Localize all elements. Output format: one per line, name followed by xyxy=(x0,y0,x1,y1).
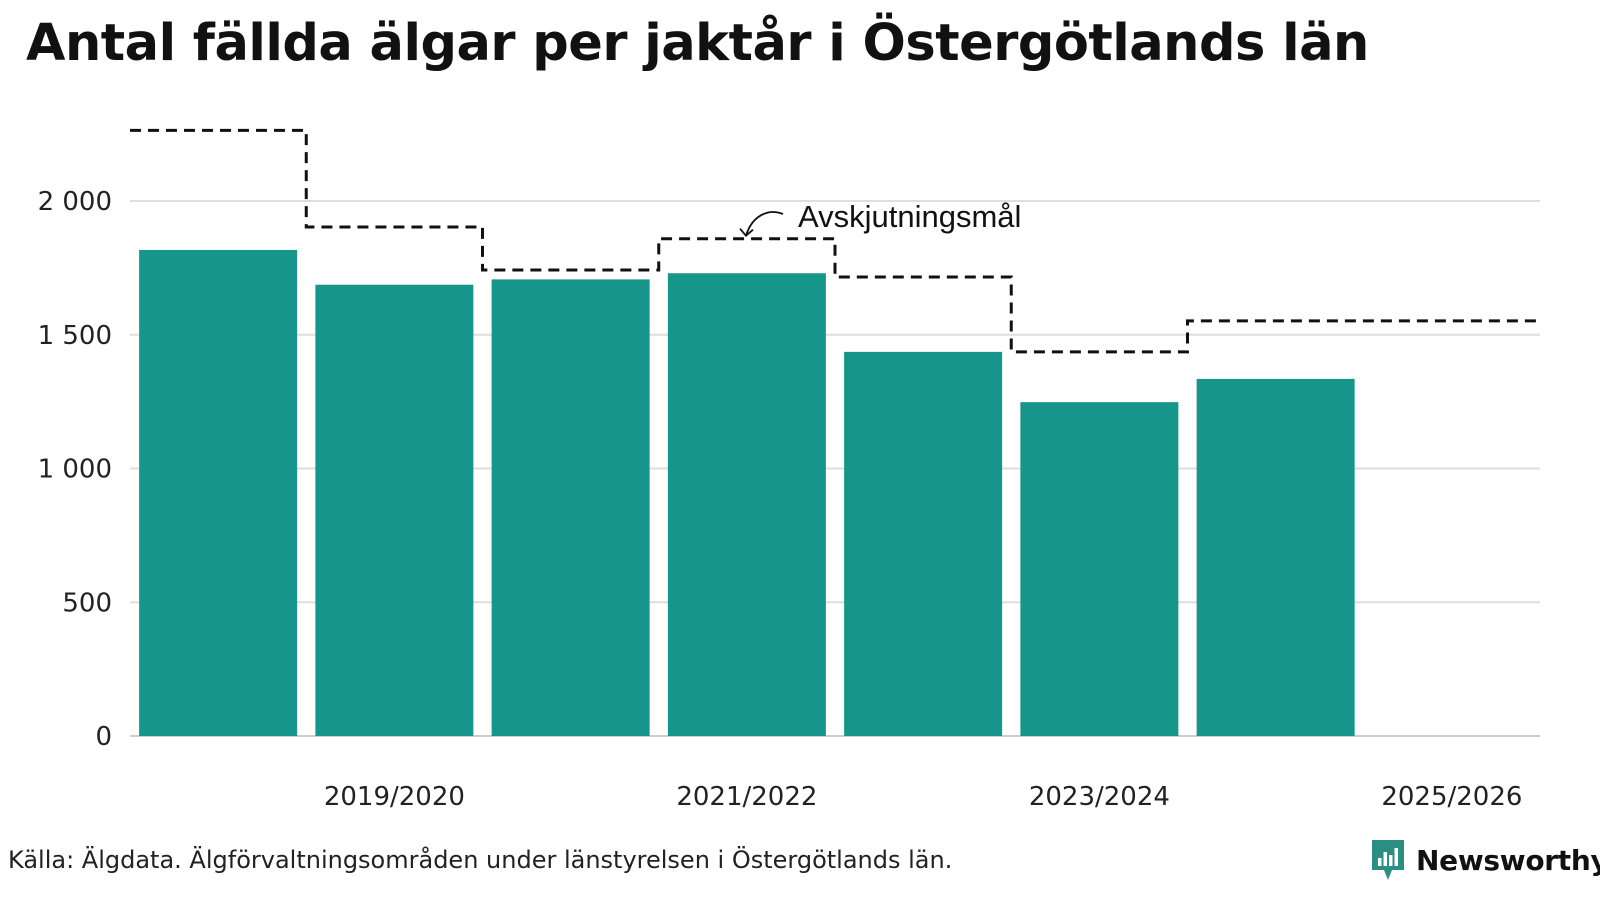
chart-title: Antal fällda älgar per jaktår i Östergöt… xyxy=(26,14,1369,73)
y-axis-ticks: 0 500 1 000 1 500 2 000 xyxy=(38,187,112,752)
bar xyxy=(1196,378,1355,736)
bar xyxy=(315,284,474,736)
y-tick-label: 2 000 xyxy=(38,187,112,217)
brand-logo: Newsworthy xyxy=(1370,838,1600,882)
annotation-arrow xyxy=(745,211,784,236)
y-tick-label: 1 500 xyxy=(38,321,112,351)
x-tick-label: 2023/2024 xyxy=(1029,782,1170,812)
x-tick-label: 2025/2026 xyxy=(1381,782,1522,812)
x-tick-label: 2021/2022 xyxy=(676,782,817,812)
annotation-arrowhead xyxy=(739,228,754,237)
target-line-group xyxy=(130,128,1540,354)
target-annotation: Avskjutningsmål xyxy=(739,199,1021,237)
x-axis-ticks: 2019/2020 2021/2022 2023/2024 2025/2026 xyxy=(324,782,1523,812)
bar xyxy=(491,279,650,736)
y-tick-label: 1 000 xyxy=(38,455,112,485)
bar xyxy=(844,351,1003,736)
bar xyxy=(667,273,826,736)
y-tick-label: 500 xyxy=(62,588,112,618)
target-line xyxy=(130,128,1540,354)
y-tick-label: 0 xyxy=(95,722,112,752)
brand-name: Newsworthy xyxy=(1416,843,1600,877)
x-tick-label: 2019/2020 xyxy=(324,782,465,812)
target-annotation-label: Avskjutningsmål xyxy=(798,199,1021,234)
source-note: Källa: Älgdata. Älgförvaltningsområden u… xyxy=(8,846,953,874)
bar xyxy=(139,249,298,736)
newsworthy-logo-icon xyxy=(1372,840,1404,880)
bars xyxy=(139,249,1355,736)
bar xyxy=(1020,402,1179,736)
